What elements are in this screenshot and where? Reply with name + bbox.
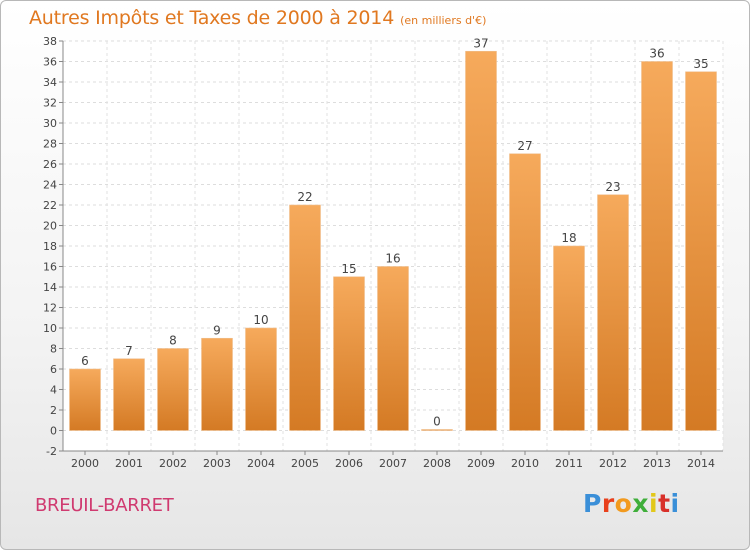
chart-header: Autres Impôts et Taxes de 2000 à 2014 (en… [29,7,486,29]
bar [201,337,233,431]
y-tick-label: 36 [43,56,57,69]
x-tick-label: 2008 [423,457,451,470]
y-tick-label: 34 [43,76,57,89]
proxiti-logo: Proxiti [583,489,680,518]
y-tick-label: 28 [43,138,57,151]
bar [685,71,717,431]
data-label: 16 [385,252,400,266]
data-label: 37 [473,36,488,50]
bar [421,429,453,431]
y-tick-label: 24 [43,179,57,192]
logo-letter: i [649,489,659,518]
bar [333,276,365,431]
commune-name: BREUIL-BARRET [35,495,174,516]
data-label: 6 [81,354,89,368]
data-label: 18 [561,231,576,245]
y-tick-label: 0 [50,425,57,438]
y-tick-label: 26 [43,158,57,171]
logo-letter: P [583,489,602,518]
x-tick-label: 2006 [335,457,363,470]
bar [157,348,189,431]
bar [509,153,541,431]
logo-letter: i [670,489,680,518]
data-label: 23 [605,180,620,194]
bar [641,61,673,431]
bar [69,368,101,431]
bar [465,50,497,431]
x-tick-label: 2007 [379,457,407,470]
bar [377,266,409,431]
data-label: 10 [253,313,268,327]
y-tick-label: 8 [50,343,57,356]
data-label: 22 [297,190,312,204]
logo-letter: o [614,489,633,518]
y-tick-label: 30 [43,117,57,130]
y-tick-label: 22 [43,199,57,212]
data-label: 35 [693,57,708,71]
x-tick-label: 2001 [115,457,143,470]
x-tick-label: 2011 [555,457,583,470]
unit-note: (en milliers d'€) [400,14,487,27]
y-tick-label: 4 [50,384,57,397]
x-tick-label: 2002 [159,457,187,470]
y-tick-label: 20 [43,220,57,233]
bar [289,204,321,431]
x-axis-ticks: 2000 2001 2002 2003 2004 2005 2006 2007 2008 2009… [71,451,715,470]
chart-title: Autres Impôts et Taxes de 2000 à 2014 [29,7,395,29]
x-tick-label: 2013 [643,457,671,470]
data-label: 9 [213,323,221,337]
x-tick-label: 2005 [291,457,319,470]
y-tick-label: -2 [46,445,57,458]
x-tick-label: 2004 [247,457,275,470]
logo-letter: x [632,489,649,518]
y-tick-label: 6 [50,363,57,376]
bar [597,194,629,431]
logo-letter: r [601,489,615,518]
y-tick-label: 14 [43,281,57,294]
y-tick-label: 16 [43,261,57,274]
x-tick-label: 2012 [599,457,627,470]
bar [113,358,145,431]
y-tick-label: 12 [43,302,57,315]
bar [245,327,277,431]
y-tick-label: 18 [43,240,57,253]
data-label: 15 [341,262,356,276]
data-label: 0 [433,415,441,429]
x-tick-label: 2000 [71,457,99,470]
y-tick-label: 32 [43,97,57,110]
y-tick-label: 2 [50,404,57,417]
bar [553,245,585,431]
bars [69,50,717,431]
y-tick-label: 38 [43,35,57,48]
data-label: 7 [125,344,133,358]
data-label: 36 [649,47,664,61]
y-tick-label: 10 [43,322,57,335]
x-tick-label: 2003 [203,457,231,470]
data-labels: 6 7 8 9 10 22 15 16 0 37 27 18 23 36 35 [81,36,708,428]
data-label: 27 [517,139,532,153]
x-tick-label: 2010 [511,457,539,470]
logo-letter: t [658,489,671,518]
data-label: 8 [169,334,177,348]
x-tick-label: 2014 [687,457,715,470]
x-tick-label: 2009 [467,457,495,470]
